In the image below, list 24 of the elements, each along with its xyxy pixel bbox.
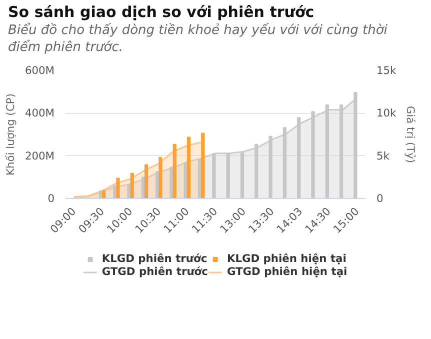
bar (102, 190, 106, 198)
y2-tick-label: 0 (376, 192, 384, 205)
y2-axis-title: Giá trị (Tỷ) (404, 106, 418, 164)
y-tick-label: 200M (24, 149, 55, 162)
y2-tick-label: 5k (376, 149, 390, 162)
y-tick-label: 0 (48, 192, 55, 205)
bar (201, 132, 205, 198)
bar (116, 178, 120, 198)
legend-label: GTGD phiên trước (102, 265, 208, 278)
bar (158, 156, 162, 198)
chart-subtitle: Biểu đồ cho thấy dòng tiền khoẻ hay yếu với với cùng thời điểm phiên trước. (8, 23, 388, 56)
y2-tick-label: 10k (376, 106, 398, 120)
bar (172, 144, 176, 198)
y-tick-label: 400M (24, 106, 55, 120)
bar (186, 136, 191, 198)
legend-label: KLGD phiên trước (102, 252, 208, 265)
y-tick-label: 600M (24, 64, 55, 77)
chart-title: So sánh giao dịch so với phiên trước (8, 2, 316, 22)
legend-label: KLGD phiên hiện tại (226, 252, 346, 265)
legend-label: GTGD phiên hiện tại (226, 265, 348, 278)
y-axis-title: Khối lượng (CP) (4, 94, 17, 176)
bar (144, 164, 148, 198)
y2-tick-label: 15k (376, 64, 398, 77)
bar (130, 172, 134, 198)
